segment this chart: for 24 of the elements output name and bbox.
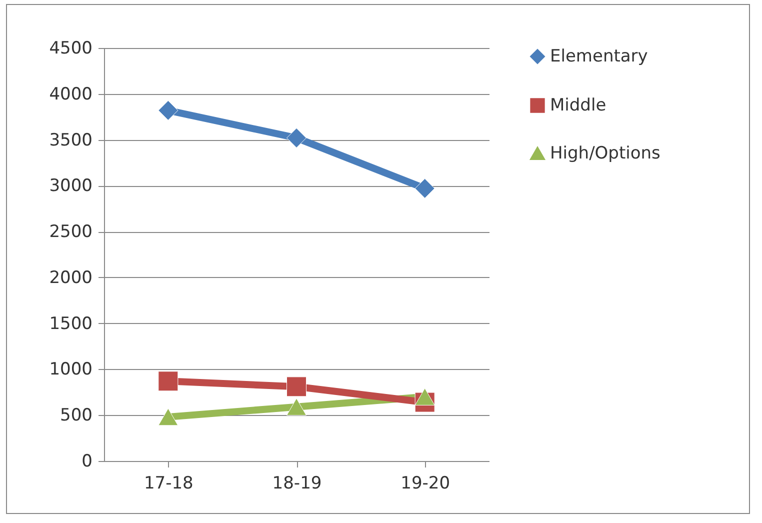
point [158,371,178,392]
x-tick-label: 19-20 [400,474,450,494]
y-tick-label: 1000 [49,360,92,380]
legend-label: Elementary [550,46,648,66]
point [158,408,178,426]
y-tick-label: 4500 [49,38,92,58]
x-tick-label: 17-18 [144,474,194,494]
x-tick-label: 18-19 [272,474,322,494]
y-tick-label: 2000 [49,268,92,288]
point [286,376,306,397]
y-tick-label: 2500 [49,222,92,242]
y-tick-label: 4000 [49,84,92,104]
y-tick-label: 3000 [49,176,92,196]
legend-label: High/Options [550,144,661,164]
legend-label: Middle [550,96,606,116]
point [414,178,435,198]
y-tick-label: 500 [60,406,92,426]
point [414,388,435,406]
point [286,128,306,148]
point [158,100,178,120]
y-tick-label: 1500 [49,314,92,334]
y-tick-label: 3500 [49,130,92,150]
point [286,398,306,416]
y-tick-label: 0 [82,452,92,472]
